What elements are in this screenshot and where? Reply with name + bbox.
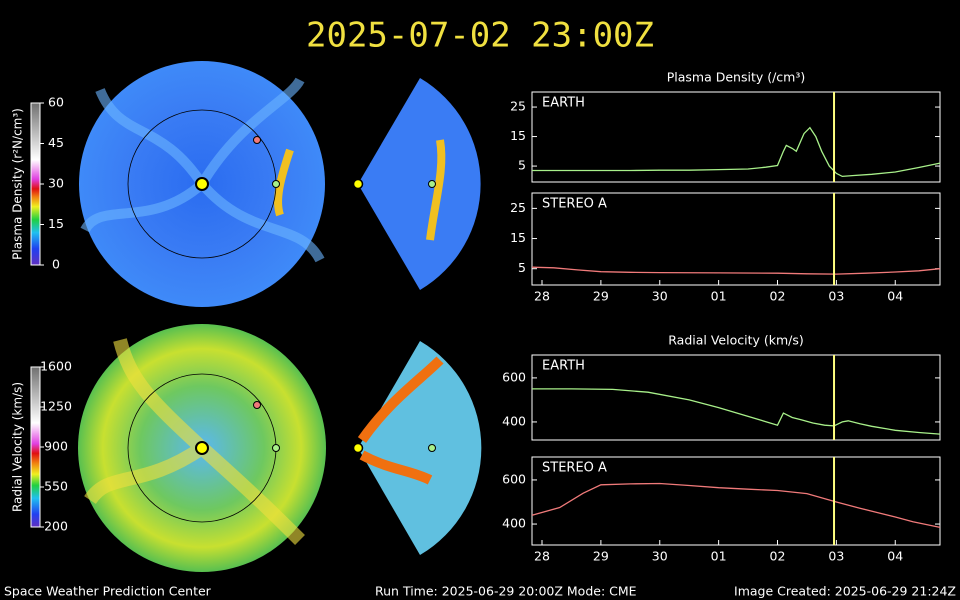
series-name: STEREO A	[542, 461, 607, 476]
colorbar-label: Radial Velocity (km/s)	[11, 382, 25, 512]
series-line	[532, 126, 941, 178]
x-tick-label: 03	[828, 549, 844, 564]
chart-title: Plasma Density (/cm³)	[667, 70, 806, 85]
colorbar-tick-label: 200	[44, 519, 68, 534]
series-name: EARTH	[542, 96, 585, 111]
y-tick-label: 15	[510, 128, 526, 143]
colorbar-tick-label: 60	[48, 95, 64, 110]
x-tick-label: 29	[593, 549, 609, 564]
colorbar-tick-label: 15	[48, 216, 64, 231]
x-tick-label: 02	[770, 289, 786, 304]
colorbar-tick-label: 550	[44, 479, 68, 494]
x-tick-label: 04	[887, 289, 903, 304]
colorbar-tick-label: 45	[48, 135, 64, 150]
y-tick-label: 25	[510, 99, 526, 114]
y-tick-label: 400	[502, 413, 526, 428]
colorbar-tick-label: 900	[44, 439, 68, 454]
series-line	[532, 388, 941, 435]
density-disk	[79, 61, 481, 307]
x-tick-label: 28	[534, 549, 550, 564]
x-tick-label: 01	[711, 549, 727, 564]
y-tick-label: 5	[518, 260, 526, 275]
colorbar-tick-label: 1600	[40, 359, 72, 374]
x-tick-label: 02	[770, 549, 786, 564]
y-tick-label: 15	[510, 230, 526, 245]
colorbar-tick-label: 0	[52, 257, 60, 272]
series-name: EARTH	[542, 359, 585, 374]
x-tick-label: 01	[711, 289, 727, 304]
x-tick-label: 03	[828, 289, 844, 304]
series-line	[531, 266, 941, 275]
footer-center: Run Time: 2025-06-29 20:00Z Mode: CME	[375, 584, 637, 599]
colorbar-tick-label: 1250	[40, 399, 72, 414]
y-tick-label: 400	[502, 516, 526, 531]
plot-frame	[531, 456, 941, 546]
x-tick-label: 28	[534, 289, 550, 304]
y-tick-label: 600	[502, 471, 526, 486]
chart-title: Radial Velocity (km/s)	[668, 333, 804, 348]
colorbar-tick-label: 30	[48, 176, 64, 191]
series-name: STEREO A	[542, 197, 607, 212]
colorbar	[30, 102, 41, 266]
x-tick-label: 04	[887, 549, 903, 564]
plot-frame	[531, 354, 941, 441]
x-tick-label: 30	[652, 549, 668, 564]
colorbar-label: Plasma Density (r²N/cm³)	[11, 108, 25, 260]
series-line	[531, 482, 941, 529]
y-tick-label: 600	[502, 369, 526, 384]
footer-left: Space Weather Prediction Center	[4, 584, 212, 599]
footer-right: Image Created: 2025-06-29 21:24Z	[734, 584, 956, 599]
x-tick-label: 29	[593, 289, 609, 304]
page-title: 2025-07-02 23:00Z	[306, 16, 654, 56]
x-tick-label: 30	[652, 289, 668, 304]
plot-frame	[531, 91, 941, 183]
y-tick-label: 25	[510, 200, 526, 215]
colorbar	[30, 366, 41, 528]
y-tick-label: 5	[518, 158, 526, 173]
velocity-disk	[78, 324, 482, 572]
